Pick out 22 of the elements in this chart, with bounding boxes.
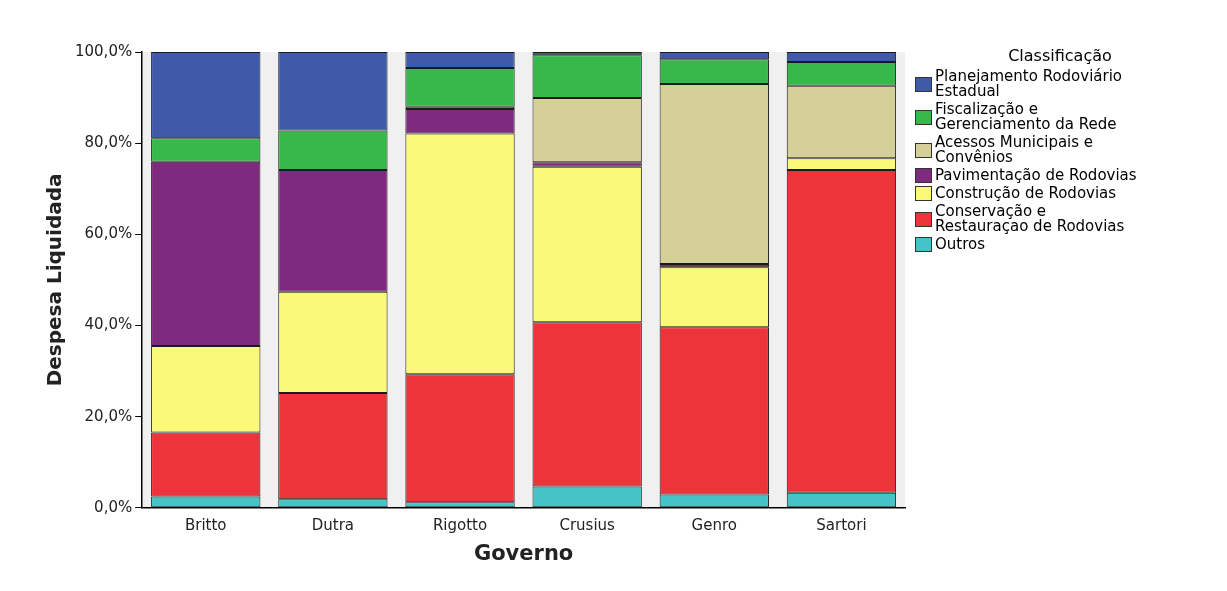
- x-axis-title: Governo: [473, 540, 574, 565]
- y-tick-label: 0,0%: [94, 497, 133, 516]
- x-tick-label: Dutra: [311, 515, 355, 534]
- legend-label: Fiscalização e Gerenciamento da Rede: [935, 100, 1118, 133]
- legend-label: Acessos Municipais e Convênios: [935, 133, 1095, 166]
- legend-label: Pavimentação de Rodovias: [935, 166, 1138, 184]
- legend-label: Conservação e Restauraçao de Rodovias: [935, 202, 1126, 235]
- y-tick-label: 20,0%: [84, 406, 133, 425]
- x-tick-label: Britto: [184, 515, 227, 534]
- legend-label: Construção de Rodovias: [935, 184, 1118, 202]
- y-tick-label: 80,0%: [84, 133, 133, 152]
- y-tick-label: 100,0%: [74, 41, 133, 60]
- legend-label: Planejamento Rodoviário Estadual: [935, 67, 1124, 100]
- y-tick-label: 40,0%: [84, 315, 133, 334]
- y-axis-title: Despesa Liquidada: [42, 173, 67, 387]
- x-tick-label: Genro: [691, 515, 737, 534]
- x-tick-label: Crusius: [559, 515, 616, 534]
- y-tick-label: 60,0%: [84, 224, 133, 243]
- legend-title: Classificação: [1007, 46, 1113, 65]
- x-tick-label: Sartori: [816, 515, 867, 534]
- legend-label: Outros: [935, 235, 987, 253]
- x-tick-label: Rigotto: [432, 515, 488, 534]
